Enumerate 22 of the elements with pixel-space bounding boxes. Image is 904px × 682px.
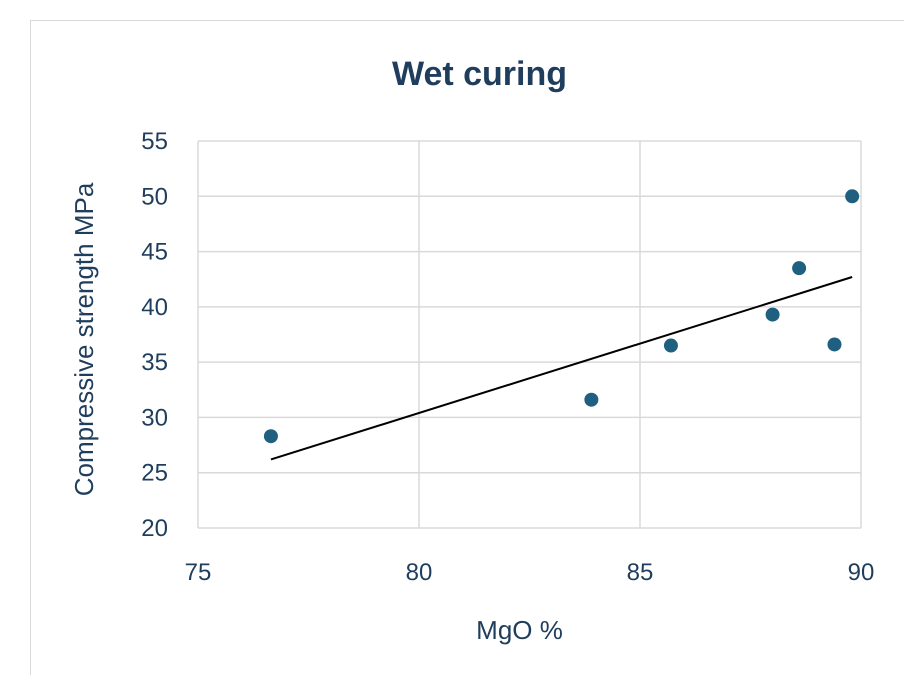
point <box>766 308 780 322</box>
y-tick-label: 25 <box>141 460 168 487</box>
y-tick-label: 55 <box>141 128 168 155</box>
point <box>264 429 278 444</box>
point <box>792 261 806 276</box>
x-tick-label: 90 <box>848 559 874 586</box>
x-tick-label: 75 <box>184 559 212 586</box>
y-tick-label: 35 <box>141 349 168 376</box>
y-tick-label: 20 <box>141 515 168 542</box>
point <box>845 189 860 204</box>
y-tick-label: 40 <box>141 294 168 321</box>
y-tick-label: 30 <box>141 404 168 432</box>
chart-title: Wet curing <box>392 55 568 93</box>
y-tick-label: 45 <box>141 238 168 266</box>
x-axis-title: MgO % <box>476 615 563 645</box>
y-tick-label: 50 <box>141 183 168 210</box>
point <box>664 338 678 353</box>
point <box>584 392 598 407</box>
point <box>827 337 842 352</box>
x-tick-label: 80 <box>406 559 432 586</box>
y-axis-title: Compressive strength MPa <box>69 182 99 496</box>
x-tick-label: 85 <box>626 559 654 586</box>
